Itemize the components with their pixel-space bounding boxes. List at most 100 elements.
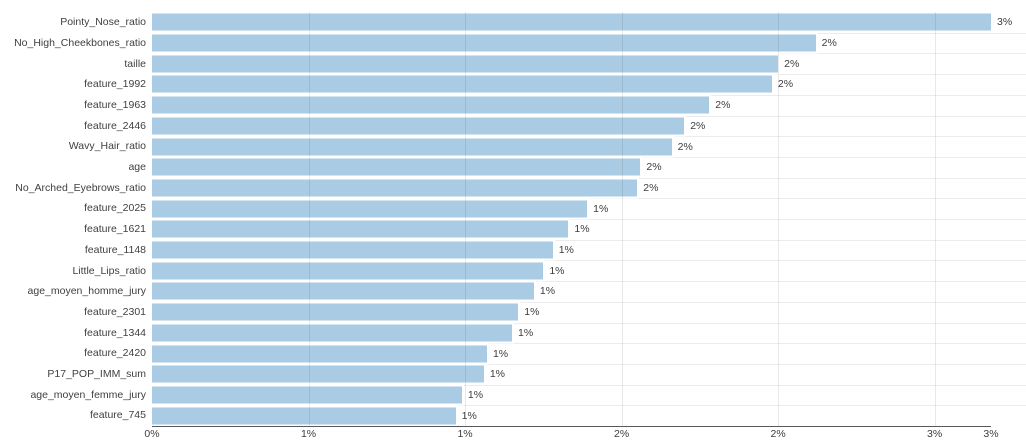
horizontal-gridline: [152, 53, 1026, 55]
bar-value-label: 2%: [643, 181, 659, 194]
horizontal-gridline: [152, 74, 1026, 76]
x-axis-tick-label: 3%: [983, 428, 999, 440]
bar-row: 2%: [152, 95, 991, 116]
bar-row: 3%: [152, 12, 1012, 33]
bar: [152, 303, 519, 321]
bar: [152, 407, 456, 425]
horizontal-gridline: [152, 363, 1026, 365]
horizontal-gridlines: [152, 12, 1026, 426]
bar-value-label: 2%: [821, 36, 837, 49]
bar-row: 2%: [152, 74, 991, 95]
bar-value-label: 1%: [489, 368, 506, 381]
bar-row: 1%: [152, 281, 991, 302]
bar-row: 2%: [152, 136, 991, 157]
x-axis-line: [152, 426, 991, 427]
bar-row: 1%: [152, 219, 991, 240]
y-axis-label: feature_1148: [84, 243, 146, 256]
horizontal-gridline: [152, 322, 1026, 324]
horizontal-gridline: [152, 281, 1026, 283]
y-axis-label: age_moyen_homme_jury: [27, 285, 146, 298]
bar: [152, 241, 553, 259]
x-axis-tick-labels: 0% 1% 1% 2% 2% 3% 3%: [144, 428, 998, 443]
y-axis-label: feature_2420: [84, 347, 146, 360]
horizontal-gridline: [152, 405, 1026, 407]
bar: [152, 200, 588, 218]
bar-row: 1%: [152, 240, 991, 261]
y-axis-label: feature_745: [89, 409, 146, 422]
bar-value-label: 2%: [715, 98, 731, 111]
bar-row: 1%: [152, 364, 991, 385]
y-axis-label: age: [128, 161, 146, 174]
bar-row: 1%: [152, 323, 991, 344]
y-axis-label: P17_POP_IMM_sum: [47, 368, 146, 381]
bar-row: 1%: [152, 302, 991, 323]
y-axis-label: feature_1963: [84, 98, 146, 111]
y-axis-label: Little_Lips_ratio: [72, 264, 146, 277]
horizontal-gridline: [152, 177, 1026, 179]
vertical-gridline: [934, 12, 936, 426]
bar-row: 2%: [152, 33, 991, 54]
y-axis-label: No_High_Cheekbones_ratio: [14, 36, 146, 49]
bar-value-label: 1%: [549, 264, 565, 277]
y-axis-label: Pointy_Nose_ratio: [60, 16, 146, 29]
y-axis-label: feature_2446: [84, 119, 146, 132]
bar: [152, 117, 685, 135]
vertical-gridline: [465, 12, 467, 426]
horizontal-gridline: [152, 343, 1026, 345]
bar-row: 2%: [152, 157, 991, 178]
y-axis-label: feature_1344: [84, 326, 146, 339]
bar-row: 1%: [152, 405, 991, 426]
horizontal-gridline: [152, 136, 1026, 138]
bar-value-label: 1%: [574, 223, 590, 236]
bar-row: 1%: [152, 198, 991, 219]
bar: [152, 386, 462, 404]
horizontal-gridline: [152, 94, 1026, 96]
vertical-gridline: [621, 12, 623, 426]
y-axis-label: feature_2301: [84, 305, 146, 318]
y-axis-labels: Pointy_Nose_ratio No_High_Cheekbones_rati…: [0, 12, 146, 426]
bar: [152, 158, 641, 176]
horizontal-gridline: [152, 219, 1026, 220]
y-axis-label: feature_1621: [84, 223, 146, 236]
bar-value-label: 1%: [524, 305, 540, 318]
x-axis-tick-label: 2%: [770, 428, 786, 440]
bar: [152, 262, 544, 280]
y-axis-label: Wavy_Hair_ratio: [68, 140, 146, 153]
y-axis-label: No_Arched_Eyebrows_ratio: [15, 181, 146, 194]
horizontal-gridline: [152, 115, 1026, 117]
bar-value-label: 3%: [997, 16, 1013, 29]
bar-row: 1%: [152, 260, 991, 281]
bar-rows: 3% 2% 2% 2% 2% 2% 2% 2% 2% 1% 1%: [152, 12, 1012, 426]
bar-row: 2%: [152, 116, 991, 137]
y-axis-label: taille: [124, 57, 146, 70]
bar: [152, 13, 991, 31]
x-axis-tick-label: 1%: [457, 428, 473, 440]
bar: [152, 282, 534, 300]
bar-row: 2%: [152, 178, 991, 199]
bar-value-label: 1%: [467, 388, 484, 401]
bar: [152, 34, 816, 52]
bar: [152, 324, 512, 342]
y-axis-label: age_moyen_femme_jury: [30, 388, 146, 401]
vertical-gridline: [778, 12, 780, 426]
bar: [152, 55, 779, 73]
bar-value-label: 1%: [539, 285, 556, 298]
bar: [152, 96, 710, 114]
y-axis-label: feature_1992: [84, 78, 146, 91]
bar: [152, 75, 772, 93]
horizontal-gridline: [152, 32, 1026, 34]
horizontal-gridline: [152, 239, 1026, 241]
bar: [152, 138, 672, 156]
horizontal-gridline: [152, 260, 1026, 262]
bar-value-label: 2%: [784, 57, 800, 70]
bar-value-label: 1%: [492, 347, 509, 360]
bar-row: 2%: [152, 53, 991, 74]
plot-area: 3% 2% 2% 2% 2% 2% 2% 2% 2% 1% 1%: [152, 12, 1012, 426]
bar: [152, 220, 569, 238]
x-axis-tick-label: 3%: [927, 428, 943, 440]
bar-value-label: 1%: [461, 409, 477, 422]
y-axis-label: feature_2025: [84, 202, 146, 215]
bar: [152, 365, 484, 383]
bar-value-label: 2%: [690, 119, 706, 132]
